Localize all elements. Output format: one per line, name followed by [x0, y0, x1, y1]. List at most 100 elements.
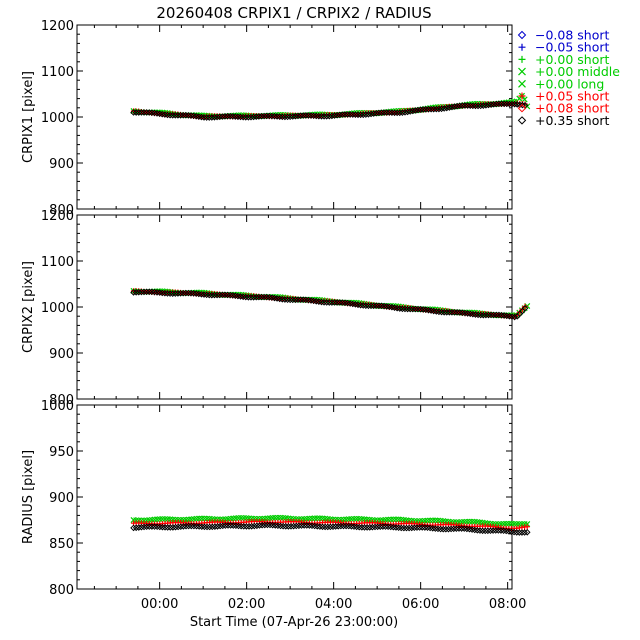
data-point — [169, 112, 177, 119]
data-point — [208, 114, 216, 121]
data-point — [374, 523, 381, 531]
legend-item: +0.00 middle — [518, 64, 620, 79]
legend-item: +0.08 short — [517, 101, 610, 116]
data-point — [208, 291, 216, 299]
data-point — [286, 113, 294, 121]
data-point — [169, 290, 177, 297]
legend: −0.08 short−0.05 short+0.00 short+0.00 m… — [517, 28, 620, 128]
data-point — [216, 291, 223, 299]
panel-3: 800 850 900 950 1000 00:00 02:00 04:00 06:00 08:0… — [21, 399, 531, 612]
data-point — [250, 522, 258, 530]
data-point — [435, 105, 443, 113]
data-point — [224, 522, 232, 529]
data-point — [422, 105, 430, 113]
series-3 — [130, 100, 529, 121]
data-point — [445, 525, 452, 533]
x-tick-label: 06:00 — [402, 597, 439, 612]
data-point — [295, 522, 303, 530]
data-point — [245, 293, 252, 301]
data-point — [456, 102, 464, 110]
data-point — [281, 113, 289, 121]
data-point — [336, 111, 344, 119]
y-tick-label: 1200 — [41, 19, 74, 34]
data-point — [247, 294, 255, 301]
chart-title: 20260408 CRPIX1 / CRPIX2 / RADIUS — [156, 4, 431, 22]
y-tick-label: 800 — [49, 583, 74, 598]
data-point — [177, 111, 184, 119]
data-point — [416, 524, 423, 531]
data-point — [396, 109, 404, 117]
data-point — [479, 102, 487, 109]
legend-label: −0.08 short — [535, 28, 610, 43]
data-point — [495, 100, 503, 108]
data-point — [289, 296, 297, 304]
data-point — [264, 521, 271, 529]
data-point — [303, 522, 311, 529]
y-tick-label: 800 — [49, 393, 74, 408]
data-point — [482, 102, 490, 109]
x-axis-label: Start Time (07-Apr-26 23:00:00) — [190, 615, 398, 630]
data-point — [430, 105, 438, 113]
data-point — [250, 293, 257, 301]
data-point — [408, 524, 416, 532]
data-point — [433, 105, 440, 113]
data-point — [372, 109, 380, 117]
data-point — [443, 104, 451, 112]
data-point — [513, 529, 521, 536]
data-point — [383, 109, 391, 116]
data-point — [333, 111, 341, 119]
data-point — [367, 302, 375, 310]
data-point — [289, 113, 297, 120]
data-point — [370, 302, 377, 310]
data-point — [172, 112, 179, 119]
data-point — [242, 113, 250, 121]
data-point — [222, 522, 229, 529]
data-point — [354, 111, 362, 119]
data-point — [180, 523, 187, 530]
data-point — [516, 529, 523, 536]
data-point — [450, 525, 458, 533]
data-point — [161, 524, 169, 531]
data-point — [324, 523, 332, 531]
data-point — [511, 313, 518, 321]
data-point — [224, 112, 231, 120]
data-point — [417, 106, 424, 113]
legend-item: +0.35 short — [517, 113, 610, 128]
legend-label: −0.05 short — [535, 40, 610, 55]
legend-item: −0.05 short — [518, 40, 610, 55]
data-point — [352, 111, 359, 118]
data-point — [258, 112, 265, 120]
panel-1: 800 900 1000 1100 1200 CRPIX1 [pixel] — [21, 19, 531, 218]
data-point — [323, 299, 330, 306]
y-tick-label: 950 — [49, 445, 74, 460]
data-point — [265, 112, 273, 120]
data-point — [489, 527, 497, 534]
data-point — [208, 523, 216, 531]
data-point — [292, 112, 299, 120]
y-tick-label: 1000 — [41, 111, 74, 126]
y-axis-label: CRPIX2 [pixel] — [21, 261, 36, 353]
data-point — [182, 111, 190, 119]
y-tick-label: 1000 — [41, 399, 74, 414]
legend-item: +0.00 long — [518, 76, 604, 91]
data-point — [172, 290, 179, 297]
data-point — [485, 101, 492, 109]
data-point — [248, 522, 255, 530]
data-point — [521, 529, 528, 536]
data-point — [500, 100, 508, 108]
data-point — [365, 111, 372, 118]
data-point — [252, 113, 260, 121]
data-point — [521, 304, 529, 312]
data-point — [294, 296, 302, 304]
data-point — [376, 523, 384, 530]
data-point — [185, 289, 192, 297]
legend-marker — [518, 55, 526, 63]
data-point — [179, 111, 187, 119]
data-point — [218, 113, 226, 120]
data-point — [443, 309, 451, 316]
data-point — [315, 112, 323, 120]
data-point — [492, 527, 500, 534]
data-point — [328, 112, 336, 120]
data-point — [331, 299, 338, 306]
